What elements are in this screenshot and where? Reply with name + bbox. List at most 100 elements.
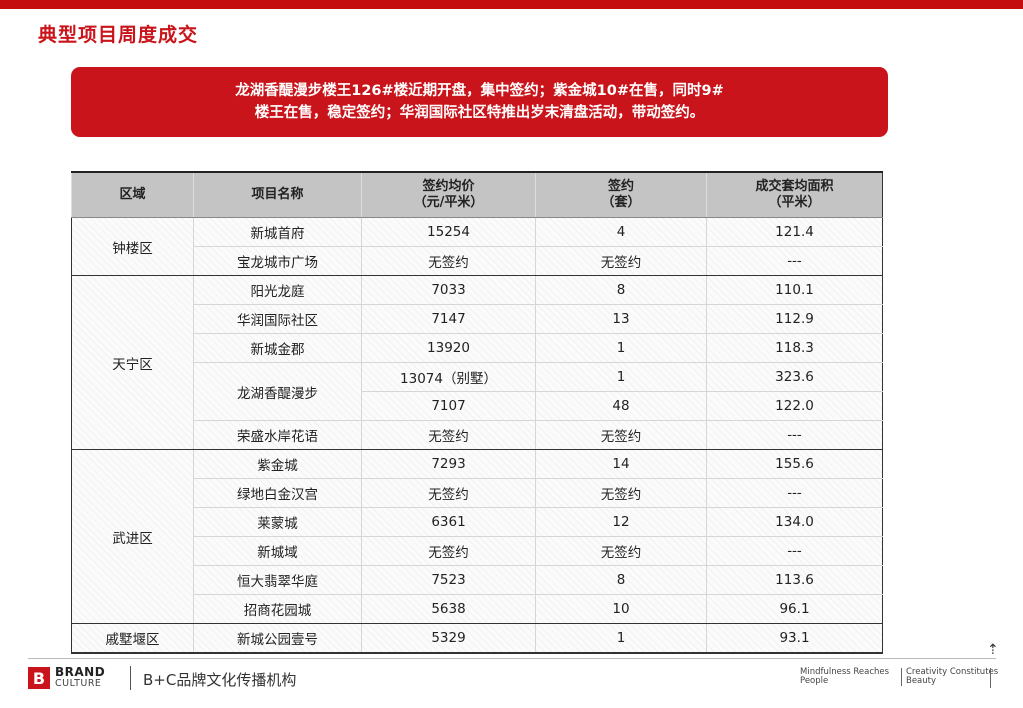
project-cell: 招商花园城 xyxy=(193,594,362,624)
banner-line-1: 龙湖香醍漫步楼王126#楼近期开盘，集中签约；紫金城10#在售，同时9# xyxy=(235,83,724,99)
header-area-line2: （平米） xyxy=(768,195,821,210)
slogan-end-divider xyxy=(990,668,991,688)
header-units-line1: 签约 xyxy=(607,179,634,194)
table-row: 新城域 无签约 无签约 --- xyxy=(72,536,883,566)
footer-vertical-divider xyxy=(130,666,131,690)
price-cell: 7523 xyxy=(361,565,536,595)
table-row: 莱蒙城 6361 12 134.0 xyxy=(72,507,883,537)
area-cell: --- xyxy=(706,478,883,508)
project-cell: 新城首府 xyxy=(193,217,362,247)
area-cell: 323.6 xyxy=(706,362,883,392)
project-cell: 新城公园壹号 xyxy=(193,623,362,654)
district-cell: 戚墅堰区 xyxy=(71,623,194,654)
table-row: 7107 48 122.0 xyxy=(72,391,883,421)
area-cell: --- xyxy=(706,420,883,450)
units-cell: 8 xyxy=(535,565,707,595)
up-arrow-icon: ⇡ xyxy=(987,642,999,658)
footer-divider-line xyxy=(28,658,996,659)
area-cell: 155.6 xyxy=(706,449,883,479)
banner-line-2: 楼王在售，稳定签约；华润国际社区特推出岁末清盘活动，带动签约。 xyxy=(254,105,705,121)
price-cell: 7293 xyxy=(361,449,536,479)
units-cell: 无签约 xyxy=(535,478,707,508)
header-price: 签约均价 （元/平米） xyxy=(361,171,536,218)
slogan-a-line2: People xyxy=(800,676,829,686)
project-cell: 紫金城 xyxy=(193,449,362,479)
summary-banner: 龙湖香醍漫步楼王126#楼近期开盘，集中签约；紫金城10#在售，同时9# 楼王在… xyxy=(71,67,888,137)
table-row: 荣盛水岸花语 无签约 无签约 --- xyxy=(72,420,883,450)
units-cell: 13 xyxy=(535,304,707,334)
price-cell: 6361 xyxy=(361,507,536,537)
header-district: 区域 xyxy=(71,171,194,218)
header-project: 项目名称 xyxy=(193,171,362,218)
price-cell: 13920 xyxy=(361,333,536,363)
price-cell: 15254 xyxy=(361,217,536,247)
slogan-mindfulness: Mindfulness Reaches People xyxy=(800,668,889,686)
area-cell: 93.1 xyxy=(706,623,883,654)
table-row: 恒大翡翠华庭 7523 8 113.6 xyxy=(72,565,883,595)
price-cell: 无签约 xyxy=(361,478,536,508)
project-cell: 新城域 xyxy=(193,536,362,566)
price-cell: 7147 xyxy=(361,304,536,334)
units-cell: 8 xyxy=(535,275,707,305)
project-cell: 龙湖香醍漫步 xyxy=(193,362,362,421)
brand-logo-text: BRAND CULTURE xyxy=(55,665,106,689)
area-cell: 113.6 xyxy=(706,565,883,595)
price-cell: 无签约 xyxy=(361,246,536,276)
units-cell: 无签约 xyxy=(535,246,707,276)
table-row: 龙湖香醍漫步 13074（别墅） 1 323.6 xyxy=(72,362,883,421)
page-title: 典型项目周度成交 xyxy=(38,24,199,46)
area-cell: 134.0 xyxy=(706,507,883,537)
units-cell: 4 xyxy=(535,217,707,247)
units-cell: 无签约 xyxy=(535,536,707,566)
units-cell: 1 xyxy=(535,333,707,363)
price-cell: 7107 xyxy=(361,391,536,421)
slogan-b-line1: Creativity Constitutes xyxy=(906,667,999,677)
district-cell: 钟楼区 xyxy=(71,217,194,276)
price-cell: 5638 xyxy=(361,594,536,624)
brand-logo-mark: B xyxy=(28,667,50,689)
area-cell: 121.4 xyxy=(706,217,883,247)
price-cell: 5329 xyxy=(361,623,536,654)
units-cell: 12 xyxy=(535,507,707,537)
table-row: 华润国际社区 7147 13 112.9 xyxy=(72,304,883,334)
units-cell: 1 xyxy=(535,362,707,392)
table-row: 武进区 紫金城 7293 14 155.6 xyxy=(71,449,883,624)
area-cell: --- xyxy=(706,536,883,566)
area-cell: 118.3 xyxy=(706,333,883,363)
table-row: 新城金郡 13920 1 118.3 xyxy=(72,333,883,363)
table-row: 招商花园城 5638 10 96.1 xyxy=(72,594,883,624)
area-cell: 112.9 xyxy=(706,304,883,334)
header-price-line2: （元/平米） xyxy=(413,195,484,210)
area-cell: 122.0 xyxy=(706,391,883,421)
slogan-creativity: Creativity Constitutes Beauty xyxy=(901,668,998,686)
slogan-b-line2: Beauty xyxy=(906,676,937,686)
header-price-line1: 签约均价 xyxy=(422,179,475,194)
project-cell: 莱蒙城 xyxy=(193,507,362,537)
header-area: 成交套均面积 （平米） xyxy=(706,171,883,218)
table-row: 绿地白金汉宫 无签约 无签约 --- xyxy=(72,478,883,508)
project-cell: 华润国际社区 xyxy=(193,304,362,334)
table-row: 天宁区 阳光龙庭 7033 8 110.1 xyxy=(71,275,883,450)
logo-culture-text: CULTURE xyxy=(55,678,102,689)
price-cell: 无签约 xyxy=(361,536,536,566)
district-cell: 天宁区 xyxy=(71,275,194,450)
price-cell: 13074（别墅） xyxy=(361,362,536,392)
logo-brand-text: BRAND xyxy=(55,665,106,679)
price-cell: 无签约 xyxy=(361,420,536,450)
area-cell: --- xyxy=(706,246,883,276)
header-area-line1: 成交套均面积 xyxy=(755,179,834,194)
project-cell: 荣盛水岸花语 xyxy=(193,420,362,450)
units-cell: 10 xyxy=(535,594,707,624)
header-units: 签约 （套） xyxy=(535,171,707,218)
table-header-row: 区域 项目名称 签约均价 （元/平米） 签约 （套） 成交套均面积 （平米） xyxy=(71,171,883,218)
units-cell: 14 xyxy=(535,449,707,479)
company-name: B+C品牌文化传播机构 xyxy=(143,671,297,689)
top-accent-bar xyxy=(0,0,1023,9)
project-cell: 恒大翡翠华庭 xyxy=(193,565,362,595)
project-cell: 绿地白金汉宫 xyxy=(193,478,362,508)
table-row: 钟楼区 新城首府 15254 4 121.4 xyxy=(71,217,883,276)
price-cell: 7033 xyxy=(361,275,536,305)
slogan-a-line1: Mindfulness Reaches xyxy=(800,667,890,677)
table-row: 戚墅堰区 新城公园壹号 5329 1 93.1 xyxy=(71,623,883,654)
area-cell: 110.1 xyxy=(706,275,883,305)
